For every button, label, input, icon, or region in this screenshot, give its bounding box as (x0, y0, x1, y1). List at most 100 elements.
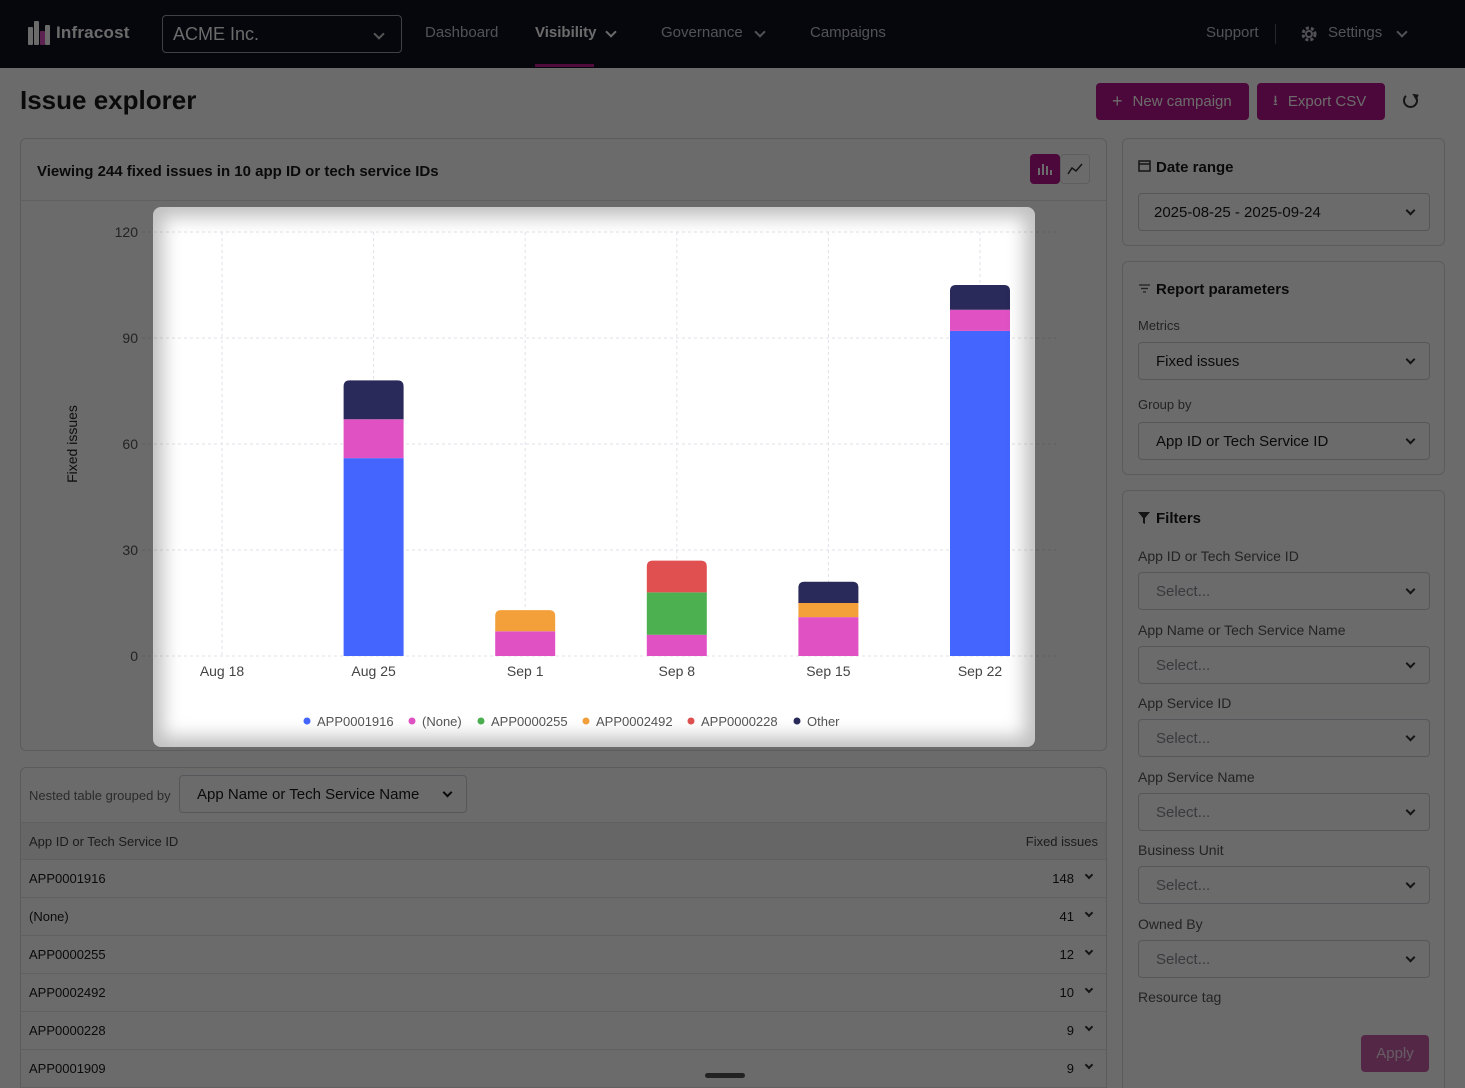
legend-label: APP0002492 (596, 714, 673, 729)
nav-governance[interactable]: Governance (661, 24, 743, 41)
filter-select[interactable]: Select... (1138, 719, 1430, 757)
nav-support[interactable]: Support (1206, 24, 1259, 41)
scroll-handle[interactable] (705, 1073, 745, 1078)
filters-title: Filters (1156, 510, 1202, 527)
nested-table-label: Nested table grouped by (29, 788, 171, 803)
refresh-icon[interactable] (1403, 93, 1418, 108)
legend-dot (303, 717, 311, 725)
brand-logo[interactable]: Infracost (28, 21, 130, 45)
metrics-label: Metrics (1138, 318, 1180, 333)
chevron-down-icon[interactable] (1396, 26, 1408, 38)
filter-select[interactable]: Select... (1138, 646, 1430, 684)
row-count: 10 (1059, 985, 1074, 1000)
new-campaign-label: New campaign (1132, 93, 1232, 110)
nested-group-select[interactable]: App Name or Tech Service Name (179, 775, 467, 813)
filter-select[interactable]: Select... (1138, 793, 1430, 831)
table-row[interactable]: APP0002492 10 (21, 974, 1106, 1012)
filter-select[interactable]: Select... (1138, 866, 1430, 904)
nav-settings[interactable]: Settings (1328, 24, 1383, 41)
metrics-select[interactable]: Fixed issues (1138, 342, 1430, 380)
filter-label: Business Unit (1138, 842, 1224, 858)
chevron-down-icon[interactable] (605, 26, 617, 38)
group-by-select[interactable]: App ID or Tech Service ID (1138, 422, 1430, 460)
infracost-logo-icon (28, 21, 50, 45)
filter-label: Resource tag (1138, 989, 1222, 1005)
nav-dashboard[interactable]: Dashboard (425, 24, 499, 41)
bar-segment (798, 617, 859, 656)
filter-label: App Name or Tech Service Name (1138, 622, 1346, 638)
funnel-icon (1138, 512, 1150, 524)
filter-placeholder: Select... (1156, 583, 1211, 600)
y-tick-label: 0 (130, 648, 138, 664)
column-header-id[interactable]: App ID or Tech Service ID (29, 834, 179, 849)
row-id: APP0000255 (29, 947, 106, 962)
page-title: Issue explorer (20, 85, 197, 115)
table-header: App ID or Tech Service ID Fixed issues (21, 822, 1106, 860)
legend-label: (None) (422, 714, 462, 729)
legend-dot (687, 717, 695, 725)
bar-segment (343, 380, 404, 420)
apply-button[interactable]: Apply (1361, 1035, 1429, 1072)
filter-select[interactable]: Select... (1138, 572, 1430, 610)
org-name: ACME Inc. (173, 24, 260, 44)
chevron-down-icon (1405, 952, 1416, 963)
filter-select[interactable]: Select... (1138, 940, 1430, 978)
date-range-select[interactable]: 2025-08-25 - 2025-09-24 (1138, 193, 1430, 231)
row-id: APP0000228 (29, 1023, 106, 1038)
new-campaign-button[interactable]: + New campaign (1096, 83, 1249, 120)
filter-label: App ID or Tech Service ID (1138, 548, 1299, 564)
table-row[interactable]: APP0001909 9 (21, 1050, 1106, 1088)
filter-lines-icon (1139, 284, 1150, 293)
bar-segment (343, 419, 404, 459)
table-row[interactable]: APP0001916 148 (21, 860, 1106, 898)
chevron-down-icon[interactable] (754, 26, 766, 38)
chevron-down-icon[interactable] (1084, 1022, 1094, 1032)
row-id: (None) (29, 909, 69, 924)
date-range-value: 2025-08-25 - 2025-09-24 (1154, 204, 1321, 221)
nav-visibility[interactable]: Visibility (535, 24, 597, 41)
bar-segment (646, 592, 707, 635)
chevron-down-icon (1405, 205, 1416, 216)
filter-placeholder: Select... (1156, 657, 1211, 674)
y-tick-label: 120 (115, 224, 139, 240)
bar-chart-icon (1038, 164, 1052, 175)
chevron-down-icon[interactable] (1084, 946, 1094, 956)
column-header-fixed-issues[interactable]: Fixed issues (1025, 834, 1098, 849)
export-csv-button[interactable]: ⭳ Export CSV (1257, 83, 1385, 120)
row-count: 148 (1052, 871, 1074, 886)
legend-label: APP0001916 (317, 714, 394, 729)
chart-card: Viewing 244 fixed issues in 10 app ID or… (20, 138, 1107, 751)
chevron-down-icon[interactable] (1084, 870, 1094, 880)
filter-label: Owned By (1138, 916, 1203, 932)
row-id: APP0001916 (29, 871, 106, 886)
table-row[interactable]: APP0000255 12 (21, 936, 1106, 974)
nested-table-card: Nested table grouped by App Name or Tech… (20, 767, 1107, 1088)
chart-header-divider (21, 200, 1106, 201)
y-tick-label: 30 (122, 542, 138, 558)
metrics-value: Fixed issues (1156, 353, 1240, 370)
x-tick-label: Sep 15 (806, 663, 851, 679)
chevron-down-icon[interactable] (1084, 908, 1094, 918)
chevron-down-icon[interactable] (1084, 1060, 1094, 1070)
x-tick-label: Sep 22 (958, 663, 1003, 679)
line-chart-toggle[interactable] (1060, 154, 1090, 184)
nav-campaigns[interactable]: Campaigns (810, 24, 886, 41)
legend-label: Other (807, 714, 840, 729)
x-tick-label: Sep 1 (507, 663, 544, 679)
legend-dot (408, 717, 416, 725)
chevron-down-icon (442, 787, 453, 798)
org-selector[interactable]: ACME Inc. (162, 15, 402, 53)
report-parameters-card: Report parameters Metrics Fixed issues G… (1122, 261, 1445, 475)
table-row[interactable]: APP0000228 9 (21, 1012, 1106, 1050)
table-row[interactable]: (None) 41 (21, 898, 1106, 936)
chevron-down-icon[interactable] (1084, 984, 1094, 994)
bar-segment (495, 610, 556, 632)
chevron-down-icon (1405, 354, 1416, 365)
nested-group-value: App Name or Tech Service Name (197, 786, 420, 803)
bar-chart-toggle[interactable] (1030, 154, 1060, 184)
row-count: 9 (1066, 1061, 1074, 1076)
filters-card: Filters App ID or Tech Service ID Select.… (1122, 490, 1445, 1088)
report-parameters-title: Report parameters (1156, 281, 1290, 298)
stacked-bar-chart: 0 30 60 90 120 Aug 18 Aug 25 Sep 1 Sep 8 Sep 15 Se… (64, 224, 1056, 729)
gear-icon[interactable] (1299, 24, 1319, 44)
